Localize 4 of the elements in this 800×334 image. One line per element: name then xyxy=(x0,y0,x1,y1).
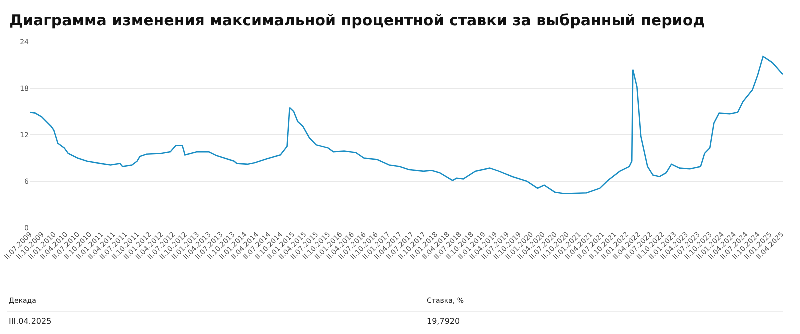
text: III.04.2025 xyxy=(9,317,52,326)
chart-title: Диаграмма изменения максимальной процентной ставки за выбранный период xyxy=(10,12,706,30)
line-series xyxy=(30,56,783,195)
text: 19,7920 xyxy=(427,317,460,326)
